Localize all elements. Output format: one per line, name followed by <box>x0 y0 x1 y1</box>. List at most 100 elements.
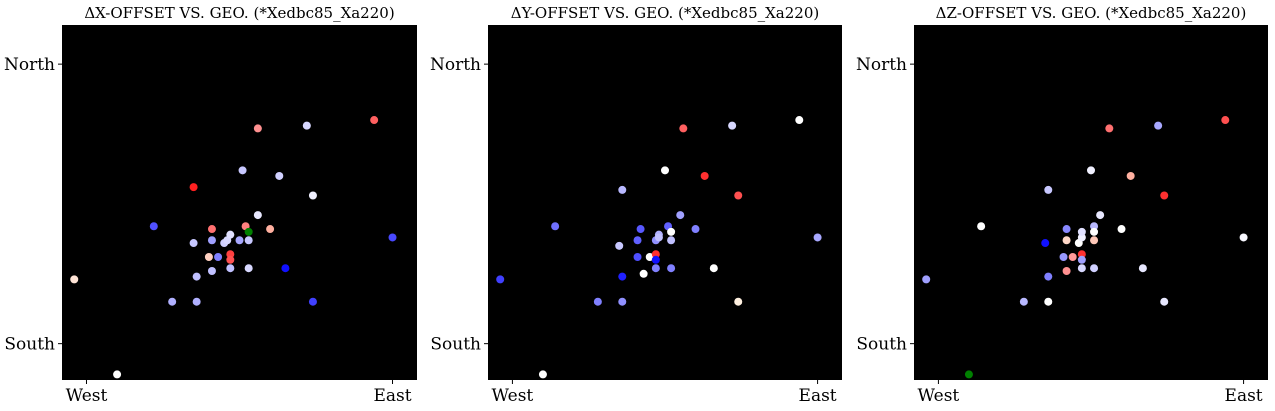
x-tick-label-east: East <box>1225 386 1263 406</box>
scatter-point <box>253 211 262 220</box>
scatter-point <box>207 225 216 234</box>
scatter-point <box>1105 124 1114 133</box>
scatter-point <box>964 370 973 379</box>
scatter-point <box>388 233 397 242</box>
scatter-point <box>238 166 247 175</box>
scatter-point <box>551 222 560 231</box>
y-tick-label-north: North <box>4 55 55 75</box>
scatter-point <box>700 171 709 180</box>
plot-area <box>62 25 417 380</box>
scatter-point <box>651 264 660 273</box>
scatter-point <box>734 191 743 200</box>
scatter-point <box>633 236 642 245</box>
scatter-point <box>1221 116 1230 125</box>
scatter-point <box>618 185 627 194</box>
scatter-point <box>618 297 627 306</box>
scatter-point <box>214 253 223 262</box>
scatter-point <box>813 233 822 242</box>
scatter-point <box>639 269 648 278</box>
scatter-point <box>149 222 158 231</box>
scatter-point <box>1126 171 1135 180</box>
scatter-point <box>244 236 253 245</box>
chart-title: ΔZ-OFFSET VS. GEO. (*Xedbc85_Xa220) <box>936 4 1247 22</box>
scatter-point <box>1062 225 1071 234</box>
x-tick-label-west: West <box>66 386 108 406</box>
scatter-point <box>1044 272 1053 281</box>
scatter-point <box>308 297 317 306</box>
scatter-point <box>70 275 79 284</box>
scatter-point <box>1041 239 1050 248</box>
scatter-point <box>1090 236 1099 245</box>
scatter-point <box>1077 255 1086 264</box>
scatter-point <box>496 275 505 284</box>
scatter-point <box>593 297 602 306</box>
x-tick-label-west: West <box>918 386 960 406</box>
scatter-point <box>1059 253 1068 262</box>
scatter-point <box>244 227 253 236</box>
scatter-point <box>661 166 669 175</box>
scatter-point <box>1154 121 1163 130</box>
scatter-point <box>1077 233 1086 242</box>
scatter-point <box>1077 264 1086 273</box>
scatter-point <box>654 233 663 242</box>
scatter-point <box>667 264 676 273</box>
y-tick-label-south: South <box>430 335 481 355</box>
scatter-point <box>795 116 804 125</box>
scatter-point <box>977 222 986 231</box>
scatter-point <box>226 230 235 239</box>
scatter-point <box>1019 297 1028 306</box>
scatter-point <box>615 241 624 250</box>
x-tick-label-east: East <box>373 386 411 406</box>
scatter-panel-3: ΔZ-OFFSET VS. GEO. (*Xedbc85_Xa220) West E… <box>856 4 1268 406</box>
scatter-point <box>226 264 235 273</box>
scatter-point <box>235 236 244 245</box>
scatter-point <box>207 266 216 275</box>
scatter-point <box>226 250 235 259</box>
scatter-point <box>651 250 660 259</box>
scatter-point <box>308 191 317 200</box>
scatter-point <box>1160 191 1169 200</box>
scatter-point <box>538 370 547 379</box>
scatter-point <box>1239 233 1248 242</box>
scatter-point <box>676 211 685 220</box>
scatter-point <box>667 236 676 245</box>
plot-area <box>488 25 842 380</box>
scatter-point <box>1117 225 1126 234</box>
chart-title: ΔX-OFFSET VS. GEO. (*Xedbc85_Xa220) <box>84 4 394 22</box>
scatter-point <box>667 227 676 236</box>
scatter-point <box>1062 236 1071 245</box>
scatter-point <box>691 225 700 234</box>
scatter-point <box>192 297 201 306</box>
y-tick-label-south: South <box>856 335 907 355</box>
scatter-point <box>204 253 213 262</box>
scatter-point <box>207 236 216 245</box>
scatter-point <box>266 225 275 234</box>
scatter-point <box>1044 185 1053 194</box>
plot-area <box>914 25 1268 380</box>
scatter-point <box>1077 250 1086 259</box>
scatter-point <box>1090 222 1099 231</box>
scatter-point <box>1062 266 1071 275</box>
scatter-point <box>1087 166 1095 175</box>
x-tick-label-east: East <box>799 386 837 406</box>
scatter-point <box>1068 253 1077 262</box>
scatter-point <box>168 297 177 306</box>
scatter-point <box>633 253 642 262</box>
scatter-point <box>922 275 931 284</box>
scatter-point <box>370 116 379 125</box>
scatter-point <box>1090 227 1099 236</box>
scatter-point <box>618 272 627 281</box>
scatter-point <box>1044 297 1053 306</box>
y-tick-label-north: North <box>856 55 907 75</box>
scatter-point <box>636 225 645 234</box>
scatter-point <box>728 121 737 130</box>
scatter-point <box>226 255 235 264</box>
scatter-point <box>679 124 688 133</box>
scatter-point <box>189 239 198 248</box>
scatter-point <box>275 171 284 180</box>
scatter-point <box>192 272 201 281</box>
scatter-point <box>709 264 718 273</box>
scatter-panel-1: ΔX-OFFSET VS. GEO. (*Xedbc85_Xa220) West E… <box>4 4 417 406</box>
scatter-point <box>281 264 290 273</box>
